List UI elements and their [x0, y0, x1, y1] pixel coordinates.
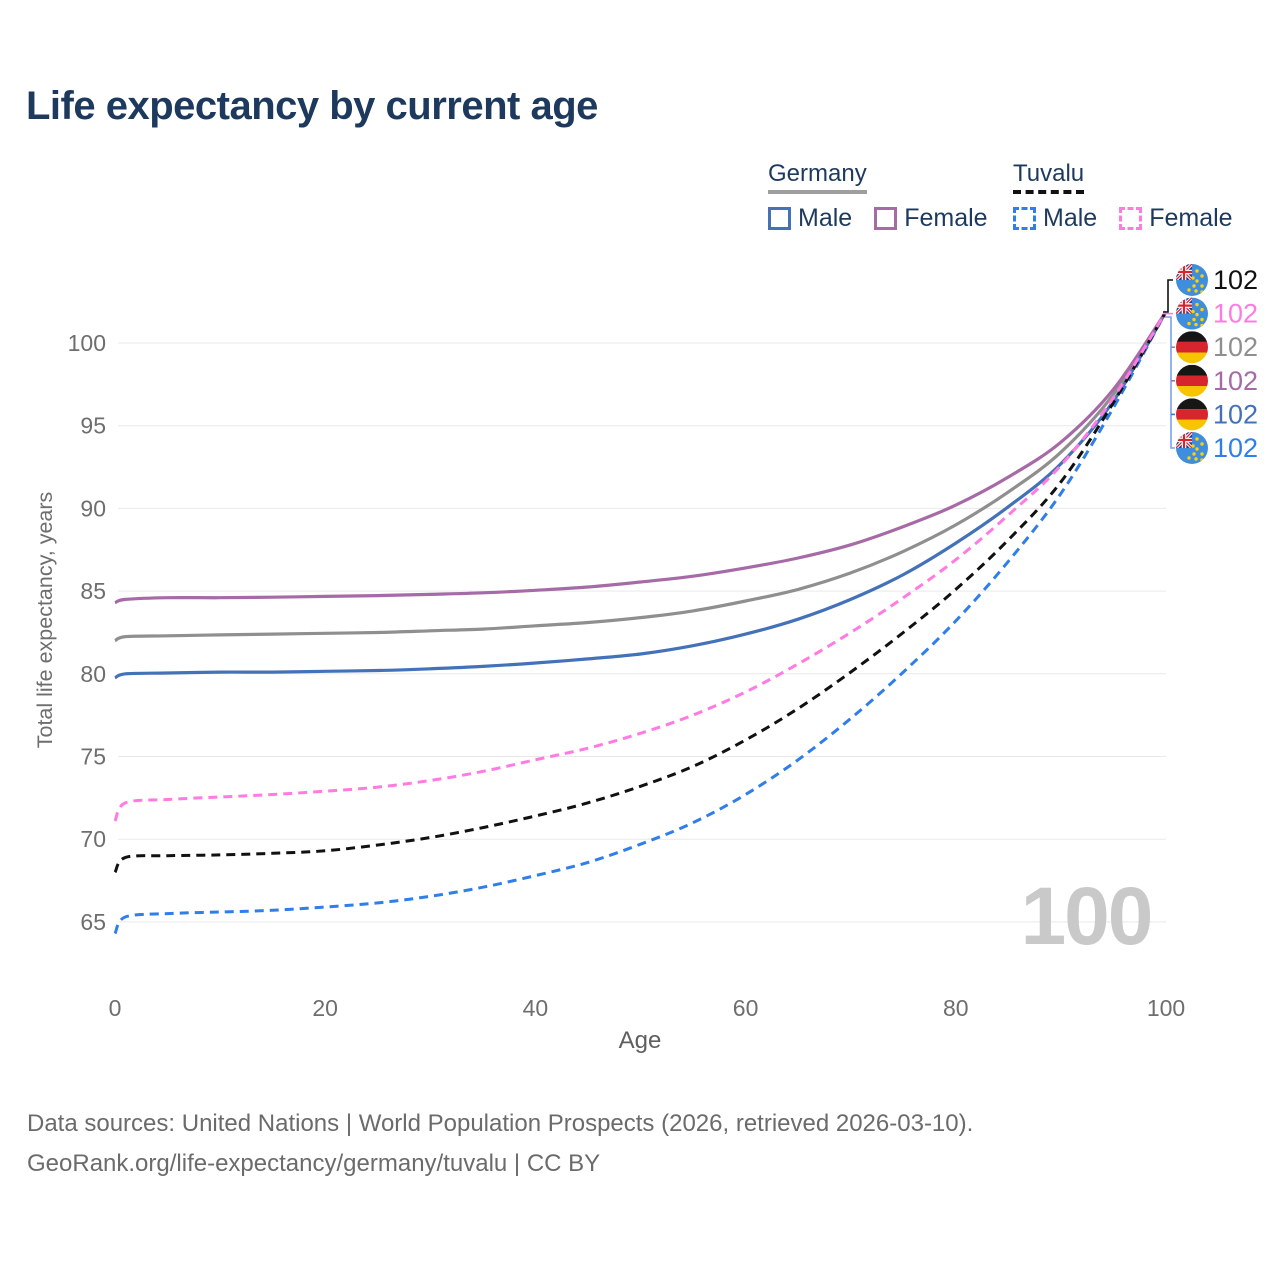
x-axis-tick-label: 80 — [943, 995, 969, 1021]
legend-swatch-germany-male[interactable] — [768, 207, 791, 231]
end-label-value[interactable]: 102 — [1213, 265, 1258, 295]
series-line-germany-total[interactable] — [114, 310, 1168, 643]
legend-item-label-germany-male[interactable]: Male — [798, 204, 853, 233]
x-axis-tick-label: 100 — [1147, 995, 1185, 1021]
series-end-label-tuvalu-male[interactable]: 102 — [1176, 432, 1258, 464]
end-label-value[interactable]: 102 — [1213, 366, 1258, 396]
source-footer: Data sources: United Nations | World Pop… — [27, 1104, 973, 1184]
y-axis-tick-label: 95 — [80, 413, 106, 439]
x-axis-title: Age — [619, 1027, 662, 1054]
series-end-label-tuvalu-female[interactable]: 102 — [1176, 297, 1258, 330]
legend-group-title-tuvalu[interactable]: Tuvalu — [1013, 160, 1085, 195]
series-line-tuvalu-total[interactable] — [113, 310, 1168, 874]
series-end-label-germany-male[interactable]: 102 — [1176, 398, 1258, 431]
series-line-tuvalu-female[interactable] — [113, 310, 1168, 822]
x-axis-tick-label: 40 — [523, 995, 549, 1021]
tuvalu-flag-icon — [1176, 264, 1208, 296]
end-label-connector — [1165, 316, 1175, 449]
legend-item-label-tuvalu-female[interactable]: Female — [1149, 204, 1233, 233]
x-axis-tick-label: 20 — [312, 995, 338, 1021]
y-axis-tick-label: 85 — [80, 578, 106, 604]
attribution-line: GeoRank.org/life-expectancy/germany/tuva… — [27, 1150, 601, 1177]
germany-flag-icon — [1176, 331, 1208, 364]
legend-item-label-germany-female[interactable]: Female — [904, 204, 988, 233]
series-end-label-tuvalu-total[interactable]: 102 — [1176, 264, 1258, 296]
legend-group-title-germany[interactable]: Germany — [768, 160, 867, 195]
y-axis-tick-label: 70 — [80, 826, 106, 852]
series-line-germany-male[interactable] — [114, 310, 1168, 680]
series-end-label-germany-female[interactable]: 102 — [1176, 364, 1258, 397]
tuvalu-flag-icon — [1176, 432, 1208, 464]
legend-group-germany: Germany Male Female — [768, 160, 1010, 233]
series-line-tuvalu-male[interactable] — [113, 310, 1168, 935]
legend-group-tuvalu: Tuvalu Male Female — [1013, 160, 1255, 233]
tuvalu-flag-icon — [1176, 297, 1208, 330]
y-axis-title: Total life expectancy, years — [33, 492, 57, 749]
data-sources-line: Data sources: United Nations | World Pop… — [27, 1110, 974, 1137]
series-end-label-germany-total[interactable]: 102 — [1176, 331, 1258, 364]
x-axis-tick-label: 0 — [109, 995, 122, 1021]
end-label-value[interactable]: 102 — [1213, 399, 1258, 429]
legend-swatch-tuvalu-female[interactable] — [1119, 207, 1143, 231]
germany-flag-icon — [1176, 364, 1208, 397]
y-axis-tick-label: 90 — [80, 495, 106, 521]
x-axis-tick-label: 60 — [733, 995, 759, 1021]
y-axis-tick-label: 65 — [80, 909, 106, 935]
age-watermark: 100 — [1021, 871, 1152, 962]
end-label-connector — [1163, 279, 1173, 313]
end-label-value[interactable]: 102 — [1213, 433, 1258, 463]
end-label-value[interactable]: 102 — [1213, 299, 1258, 329]
y-axis-tick-label: 100 — [68, 330, 106, 356]
legend-item-label-tuvalu-male[interactable]: Male — [1043, 204, 1098, 233]
series-line-germany-female[interactable] — [114, 310, 1168, 605]
legend-swatch-tuvalu-male[interactable] — [1013, 207, 1036, 231]
y-axis-tick-label: 80 — [80, 661, 106, 687]
end-label-value[interactable]: 102 — [1213, 332, 1258, 362]
y-axis-tick-label: 75 — [80, 744, 106, 770]
chart-legend: Germany Male Female Tuvalu Male Female — [768, 160, 1248, 251]
legend-swatch-germany-female[interactable] — [874, 207, 898, 231]
chart-title: Life expectancy by current age — [26, 84, 598, 128]
germany-flag-icon — [1176, 398, 1208, 431]
